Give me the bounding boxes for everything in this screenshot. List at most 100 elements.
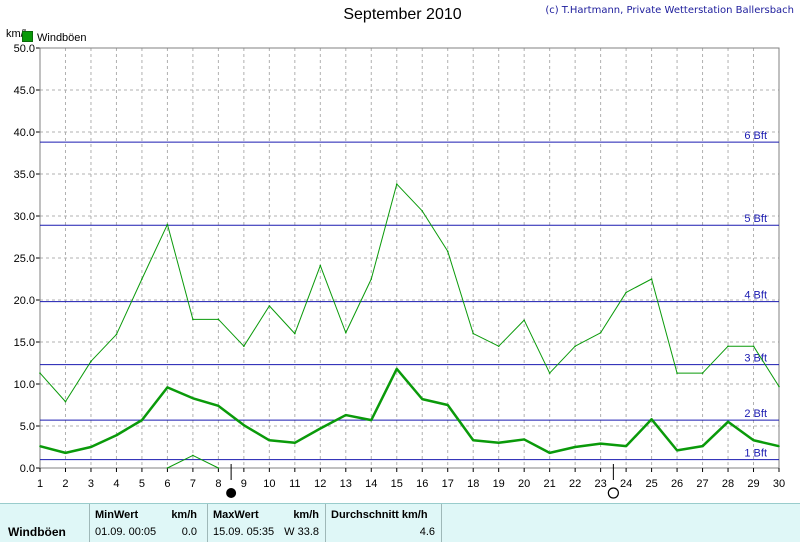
max-header: MaxWert [213, 509, 259, 521]
footer-max-cell: MaxWert km/h 15.09. 05:35 W 33.8 [207, 504, 326, 542]
legend-label: Windböen [37, 32, 87, 44]
x-tick-label: 9 [241, 478, 247, 490]
data-point-average [599, 442, 602, 445]
data-point-maximum [625, 291, 627, 294]
series-line-average [39, 367, 780, 455]
data-point-maximum [599, 331, 602, 334]
x-tick-label: 14 [365, 478, 377, 490]
x-tick-label: 15 [391, 478, 403, 490]
data-point-average [370, 419, 373, 421]
data-point-average [141, 419, 143, 421]
plot-frame [39, 47, 780, 469]
beaufort-label: 1 Bft [744, 448, 767, 460]
data-point-maximum [472, 332, 475, 335]
y-tick-label: 5.0 [20, 421, 35, 433]
data-point-maximum [166, 223, 169, 226]
y-tick-label: 45.0 [14, 85, 35, 97]
data-point-average [548, 452, 551, 454]
x-tick-label: 25 [645, 478, 657, 490]
data-point-minimum [192, 454, 194, 457]
data-point-maximum [523, 319, 525, 321]
x-tick-label: 23 [594, 478, 606, 490]
y-tick-label: 50.0 [14, 43, 35, 55]
data-point-maximum [90, 360, 92, 363]
legend-swatch [22, 31, 33, 42]
beaufort-label: 6 Bft [744, 130, 767, 142]
max-unit: km/h [293, 509, 319, 521]
data-point-maximum [446, 250, 449, 253]
min-value: 0.0 [181, 526, 197, 538]
data-point-average [395, 368, 398, 370]
data-point-average [319, 427, 322, 430]
footer-row-label: Windböen [8, 525, 66, 539]
data-point-average [268, 439, 271, 442]
data-point-maximum [39, 372, 41, 374]
data-point-maximum [752, 345, 755, 348]
data-point-average [217, 405, 220, 407]
y-tick-label: 40.0 [14, 127, 35, 139]
data-point-maximum [243, 345, 245, 348]
data-point-average [752, 439, 755, 442]
data-point-average [778, 445, 780, 447]
max-time: 15.09. 05:35 [213, 526, 275, 538]
data-point-maximum [319, 264, 322, 267]
data-point-maximum [421, 210, 424, 212]
x-tick-label: 8 [215, 478, 221, 490]
x-tick-label: 26 [671, 478, 683, 490]
x-tick-label: 13 [340, 478, 352, 490]
credit-text: (c) T.Hartmann, Private Wetterstation Ba… [545, 5, 794, 16]
data-point-maximum [141, 278, 143, 280]
x-tick-label: 11 [289, 478, 300, 490]
footer-label-cell: Windböen [0, 504, 90, 542]
min-unit: km/h [171, 509, 197, 521]
data-point-maximum [497, 345, 500, 348]
moon-phase-full-icon [226, 488, 237, 498]
data-point-average [446, 404, 449, 406]
data-point-average [421, 398, 424, 400]
data-point-average [90, 446, 92, 448]
x-tick-label: 5 [139, 478, 145, 490]
moon-phase-new-icon [607, 487, 619, 499]
stats-footer: Windböen MinWert km/h 01.09. 00:05 0.0 M… [0, 503, 800, 542]
footer-avg-cell: Durchschnitt km/h 4.6 [325, 504, 442, 542]
data-point-average [472, 439, 475, 442]
y-tick-label: 30.0 [14, 211, 35, 223]
x-tick-label: 21 [544, 478, 556, 490]
data-point-maximum [192, 318, 194, 321]
y-tick-label: 20.0 [14, 295, 35, 307]
data-point-average [574, 446, 576, 448]
avg-value: 4.6 [419, 526, 435, 538]
data-point-average [39, 445, 41, 447]
data-point-average [625, 445, 627, 447]
data-point-maximum [778, 385, 780, 388]
data-point-maximum [217, 318, 220, 321]
data-point-maximum [115, 333, 118, 336]
footer-min-cell: MinWert km/h 01.09. 00:05 0.0 [89, 504, 208, 542]
data-point-average [497, 442, 500, 444]
max-value: W 33.8 [284, 526, 319, 538]
x-tick-label: 28 [722, 478, 734, 490]
x-tick-label: 19 [493, 478, 505, 490]
min-time: 01.09. 00:05 [95, 526, 157, 538]
data-point-maximum [727, 345, 729, 348]
data-point-maximum [574, 345, 576, 348]
x-tick-label: 24 [620, 478, 632, 490]
data-point-average [294, 442, 296, 444]
data-point-minimum [217, 467, 220, 469]
chart-canvas: 0.0 5.0 10.0 15.0 20.0 25.0 30.0 35.0 40.0 45.0 50… [14, 43, 785, 499]
beaufort-label: 4 Bft [744, 290, 767, 302]
data-point-average [115, 434, 118, 437]
data-point-average [64, 452, 67, 454]
x-tick-label: 17 [442, 478, 454, 490]
y-tick-label: 0.0 [20, 463, 35, 475]
data-point-maximum [294, 332, 296, 335]
data-point-maximum [548, 372, 551, 374]
data-point-average [243, 424, 245, 426]
data-point-maximum [676, 372, 678, 374]
beaufort-label: 2 Bft [744, 408, 767, 420]
x-tick-label: 2 [62, 478, 68, 490]
x-tick-label: 7 [190, 478, 196, 490]
min-header: MinWert [95, 509, 139, 521]
x-tick-label: 29 [747, 478, 759, 490]
x-tick-label: 30 [773, 478, 785, 490]
